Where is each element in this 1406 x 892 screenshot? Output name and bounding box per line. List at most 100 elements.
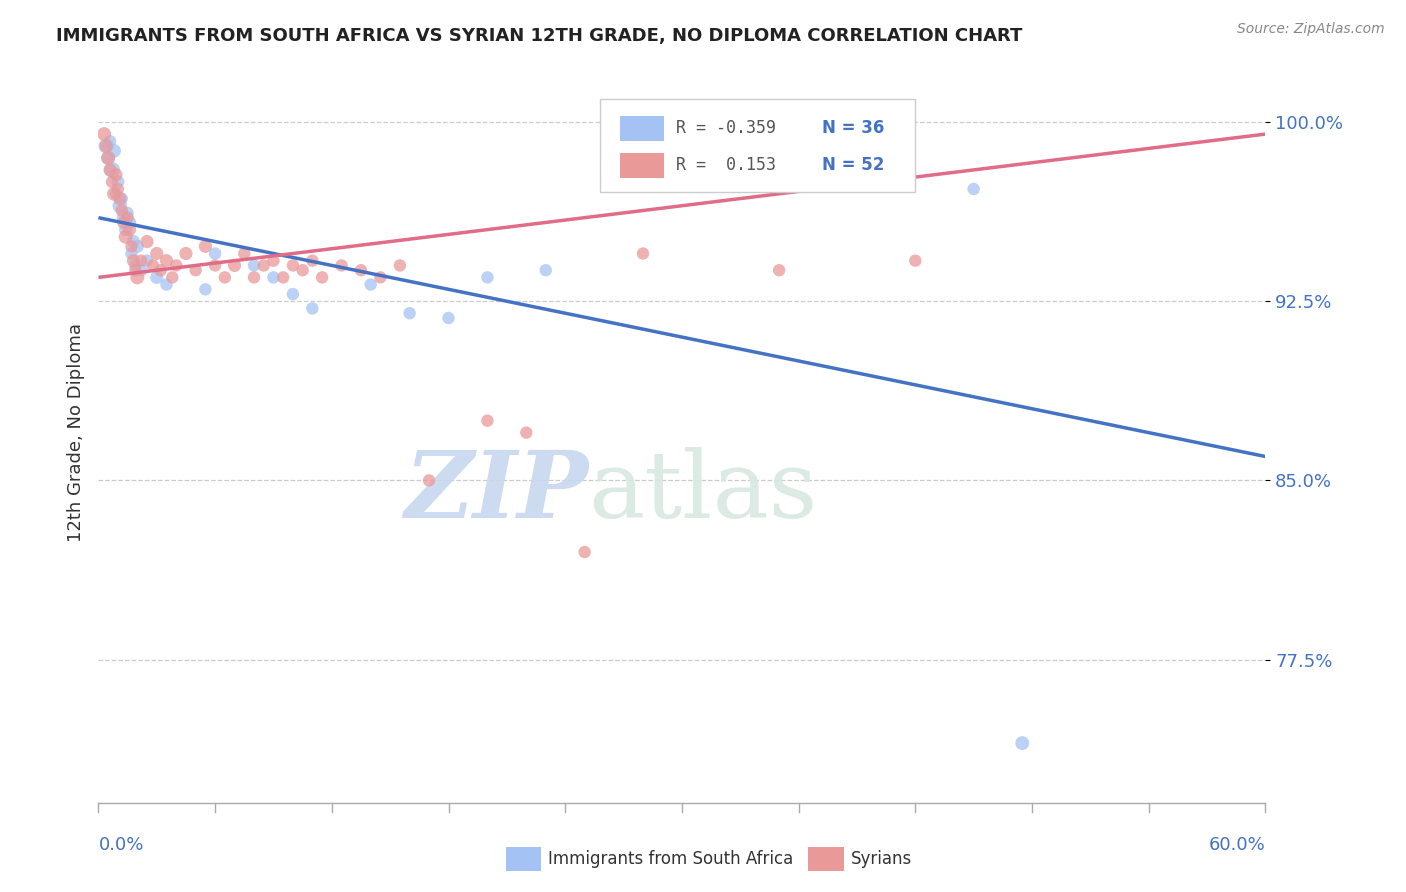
Point — [121, 246, 143, 260]
Point — [165, 259, 187, 273]
Point — [174, 246, 197, 260]
Text: 0.0%: 0.0% — [98, 836, 143, 855]
Point — [129, 263, 152, 277]
Bar — [620, 116, 665, 141]
Y-axis label: 12th Grade, No Diploma: 12th Grade, No Diploma — [66, 323, 84, 542]
Point — [904, 253, 927, 268]
Point — [124, 259, 146, 273]
Point — [108, 192, 131, 206]
Point — [93, 127, 115, 141]
Point — [360, 277, 382, 292]
Point — [114, 229, 136, 244]
Text: Source: ZipAtlas.com: Source: ZipAtlas.com — [1237, 22, 1385, 37]
Text: Immigrants from South Africa: Immigrants from South Africa — [548, 850, 793, 868]
Point — [162, 270, 184, 285]
Point — [111, 192, 134, 206]
Point — [103, 144, 125, 158]
Point — [107, 175, 129, 189]
Point — [194, 239, 217, 253]
Point — [204, 259, 226, 273]
Point — [136, 253, 159, 268]
Point — [104, 168, 127, 182]
Point — [224, 259, 246, 273]
Point — [98, 162, 121, 177]
Point — [96, 139, 118, 153]
Point — [631, 246, 654, 260]
Point — [243, 270, 266, 285]
Point — [127, 239, 149, 253]
Point — [477, 270, 499, 285]
Point — [262, 270, 284, 285]
Point — [243, 259, 266, 273]
Point — [112, 215, 135, 229]
Point — [515, 425, 537, 440]
Point — [117, 206, 139, 220]
Point — [155, 277, 177, 292]
Point — [129, 253, 152, 268]
Point — [477, 414, 499, 428]
Point — [114, 222, 136, 236]
Point — [103, 186, 125, 201]
Bar — [620, 153, 665, 178]
Point — [574, 545, 596, 559]
Point — [1011, 736, 1033, 750]
Point — [108, 199, 131, 213]
Point — [155, 253, 177, 268]
Point — [101, 162, 124, 177]
Point — [118, 222, 141, 236]
Point — [962, 182, 984, 196]
Point — [124, 263, 146, 277]
Point — [271, 270, 294, 285]
Point — [194, 282, 217, 296]
Point — [253, 259, 276, 273]
FancyBboxPatch shape — [600, 99, 915, 192]
Text: atlas: atlas — [589, 447, 818, 537]
Point — [418, 474, 440, 488]
Point — [690, 115, 713, 129]
Text: ZIP: ZIP — [405, 447, 589, 537]
Point — [97, 151, 120, 165]
Text: N = 36: N = 36 — [823, 119, 884, 136]
Point — [233, 246, 256, 260]
Point — [118, 215, 141, 229]
Point — [122, 253, 145, 268]
Point — [398, 306, 420, 320]
Text: R = -0.359: R = -0.359 — [676, 119, 776, 136]
Point — [330, 259, 353, 273]
Point — [121, 239, 143, 253]
Point — [437, 310, 460, 325]
Point — [291, 263, 314, 277]
Point — [534, 263, 557, 277]
Point — [388, 259, 411, 273]
Point — [204, 246, 226, 260]
Text: Syrians: Syrians — [851, 850, 912, 868]
Point — [370, 270, 392, 285]
Point — [97, 151, 120, 165]
Point — [350, 263, 373, 277]
Point — [112, 211, 135, 225]
Point — [104, 186, 127, 201]
Point — [107, 182, 129, 196]
Point — [98, 134, 121, 148]
Point — [136, 235, 159, 249]
Point — [281, 287, 304, 301]
Point — [301, 253, 323, 268]
Point — [96, 139, 118, 153]
Point — [122, 235, 145, 249]
Point — [768, 263, 790, 277]
Point — [311, 270, 333, 285]
Point — [142, 259, 165, 273]
Point — [827, 162, 849, 177]
Text: N = 52: N = 52 — [823, 155, 884, 174]
Point — [111, 203, 134, 218]
Text: R =  0.153: R = 0.153 — [676, 155, 776, 174]
Point — [146, 246, 169, 260]
Point — [146, 270, 169, 285]
Point — [117, 211, 139, 225]
Point — [281, 259, 304, 273]
Text: IMMIGRANTS FROM SOUTH AFRICA VS SYRIAN 12TH GRADE, NO DIPLOMA CORRELATION CHART: IMMIGRANTS FROM SOUTH AFRICA VS SYRIAN 1… — [56, 27, 1022, 45]
Point — [101, 175, 124, 189]
Text: 60.0%: 60.0% — [1209, 836, 1265, 855]
Point — [184, 263, 207, 277]
Point — [214, 270, 236, 285]
